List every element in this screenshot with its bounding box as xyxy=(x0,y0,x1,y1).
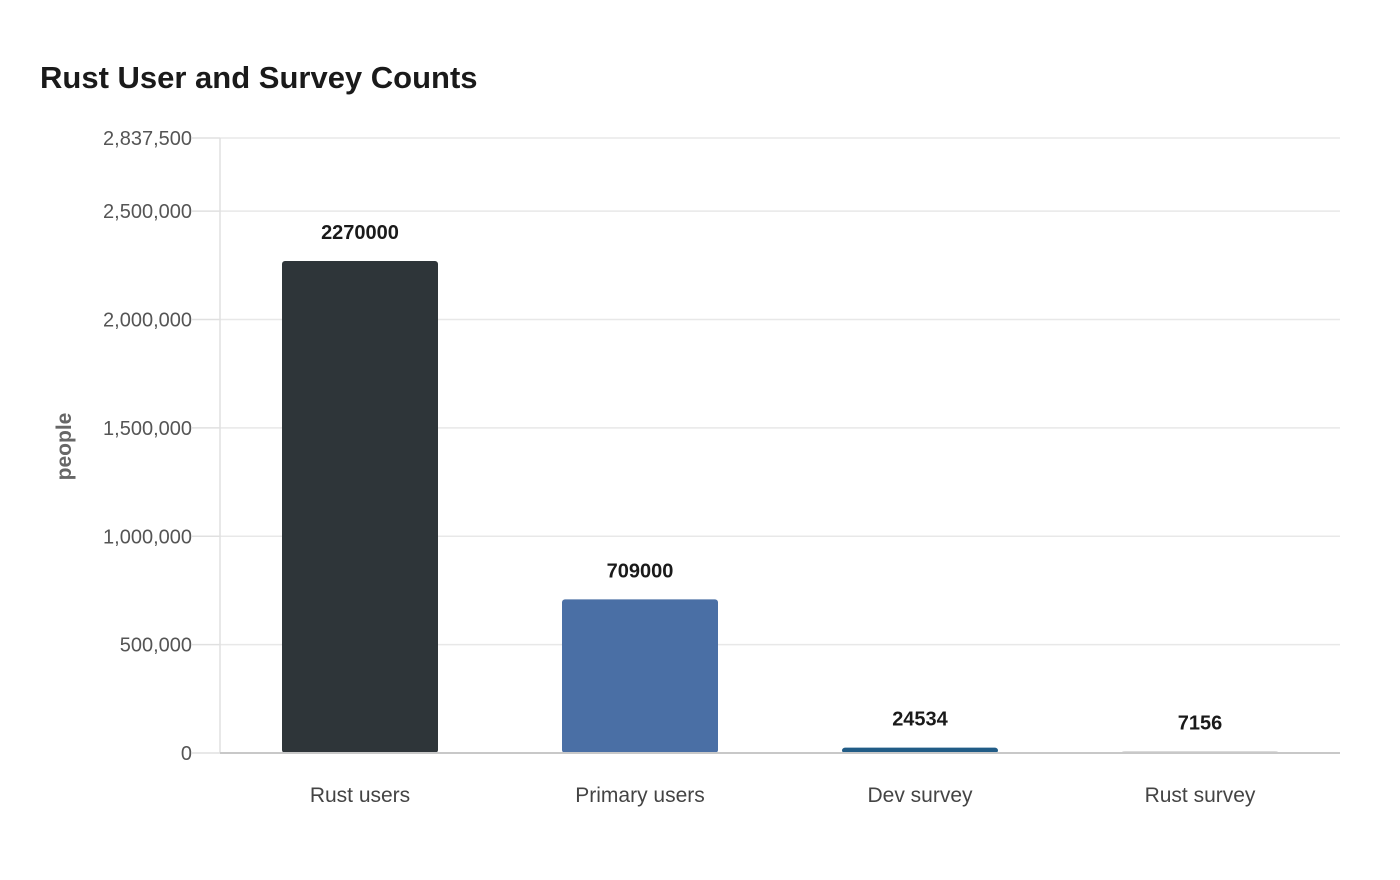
y-tick-label: 2,500,000 xyxy=(103,201,192,223)
x-category-label: Primary users xyxy=(575,784,705,807)
bar-dev-survey xyxy=(842,747,998,753)
axes xyxy=(192,137,1340,754)
y-tick-label: 2,000,000 xyxy=(103,310,192,332)
y-tick-label: 1,500,000 xyxy=(103,418,192,440)
x-category-label: Rust users xyxy=(310,784,410,807)
bar-primary-users xyxy=(562,599,718,753)
x-category-label: Rust survey xyxy=(1145,784,1256,807)
y-tick-label: 500,000 xyxy=(120,635,192,657)
y-tick-label: 0 xyxy=(181,743,192,765)
data-label: 709000 xyxy=(607,560,674,582)
y-tick-label: 2,837,500 xyxy=(103,128,192,150)
chart-title: Rust User and Survey Counts xyxy=(40,60,478,95)
data-label: 2270000 xyxy=(321,222,399,244)
x-category-label: Dev survey xyxy=(867,784,973,807)
y-tick-label: 1,000,000 xyxy=(103,526,192,548)
y-axis-title: people xyxy=(53,413,76,481)
bar-rust-users xyxy=(282,261,438,753)
data-label: 24534 xyxy=(892,709,948,731)
data-label: 7156 xyxy=(1178,712,1223,734)
bars xyxy=(282,261,1278,753)
labels: 0 500,000 1,000,000 1,500,000 2,000,000 2,500… xyxy=(53,128,1256,807)
